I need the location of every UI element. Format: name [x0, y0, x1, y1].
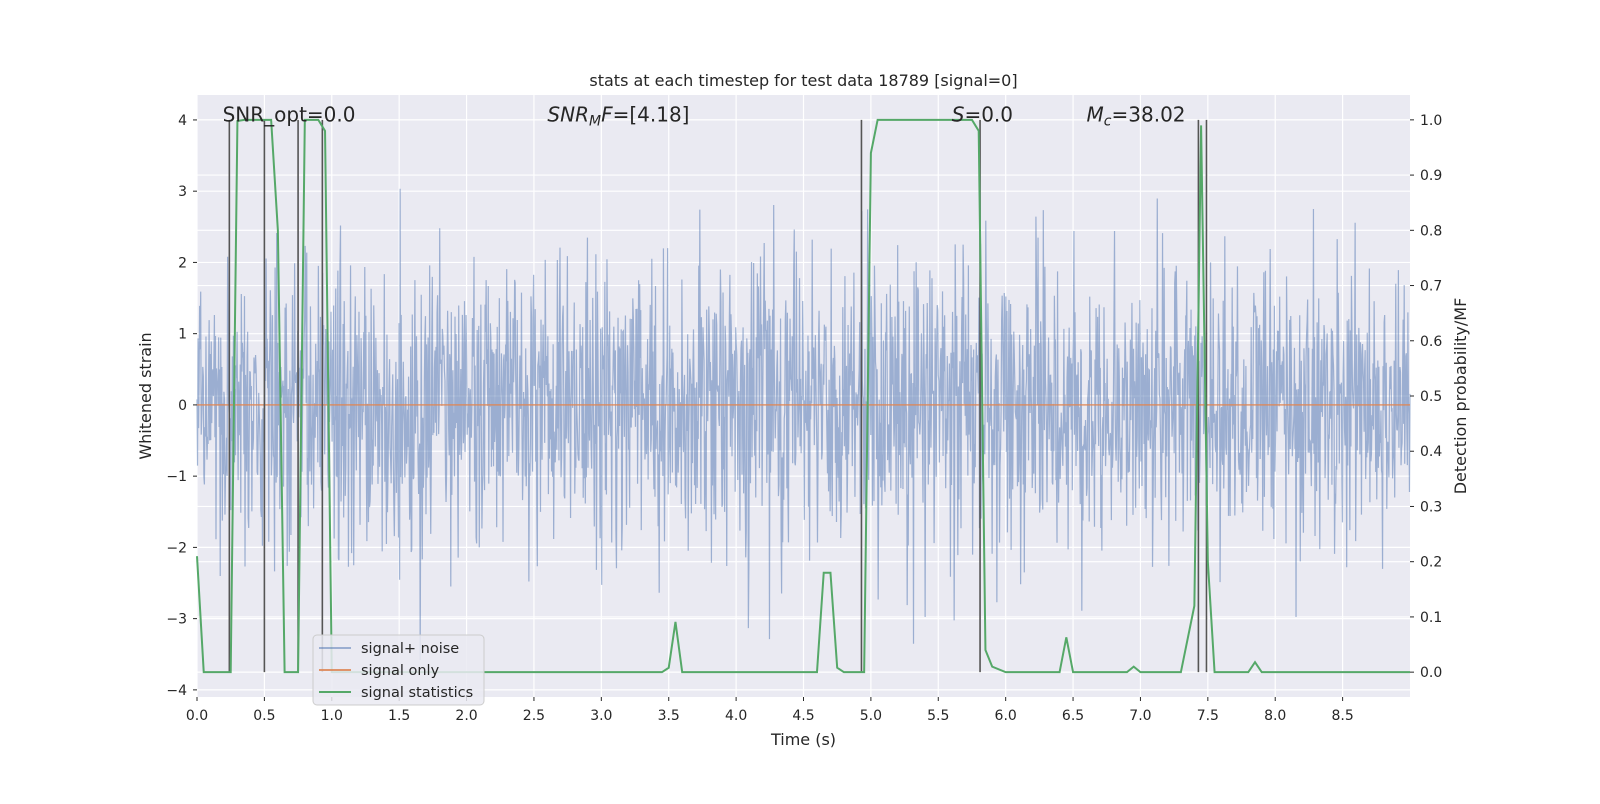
y-right-tick-label: 0.9	[1420, 168, 1442, 184]
series-signal-statistics	[196, 118, 1410, 674]
annotation-snr-opt: SNR_opt=0.0	[223, 102, 356, 126]
x-tick-label: 0.5	[253, 708, 275, 724]
annotation-snr-mf: SNRMF=[4.18]	[547, 102, 689, 129]
x-tick-label: 6.5	[1062, 708, 1084, 724]
y-left-tick-label: −1	[166, 469, 187, 485]
x-tick-label: 5.0	[860, 708, 882, 724]
y-left-tick-label: −3	[166, 612, 187, 628]
x-tick-label: 2.0	[455, 708, 477, 724]
annotations: SNR_opt=0.0 SNRMF=[4.18] S=0.0 Mc=38.02	[223, 102, 1186, 129]
x-tick-label: 7.0	[1129, 708, 1151, 724]
x-tick-label: 3.0	[590, 708, 612, 724]
y-right-tick-label: 1.0	[1420, 113, 1442, 129]
y-right-tick-label: 0.8	[1420, 223, 1442, 239]
legend: signal+ noise signal only signal statistic…	[312, 634, 485, 706]
x-tick-label: 5.5	[927, 708, 949, 724]
x-tick-label: 4.5	[792, 708, 814, 724]
x-tick-label: 1.0	[321, 708, 343, 724]
y-left-tick-label: 0	[178, 398, 187, 414]
x-tick-label: 6.0	[995, 708, 1017, 724]
chart-title: stats at each timestep for test data 187…	[589, 71, 1017, 90]
y-right-tick-label: 0.5	[1420, 389, 1442, 405]
y-right-tick-label: 0.0	[1420, 665, 1442, 681]
x-tick-label: 2.5	[523, 708, 545, 724]
x-tick-label: 0.0	[186, 708, 208, 724]
y-right-tick-label: 0.2	[1420, 555, 1442, 571]
x-axis-label: Time (s)	[770, 730, 836, 749]
x-tick-label: 3.5	[658, 708, 680, 724]
y-left-tick-label: 2	[178, 255, 187, 271]
y-right-tick-label: 0.7	[1420, 279, 1442, 295]
x-tick-label: 7.5	[1197, 708, 1219, 724]
y-axis-left-label: Whitened strain	[136, 332, 155, 459]
y-left-tick-label: 3	[178, 184, 187, 200]
legend-entry: signal statistics	[361, 685, 473, 701]
y-right-tick-label: 0.1	[1420, 610, 1442, 626]
annotation-mc: Mc=38.02	[1087, 102, 1186, 129]
x-tick-label: 4.0	[725, 708, 747, 724]
series-signal-plus-noise	[196, 188, 1411, 660]
y-left-tick-label: −4	[166, 683, 187, 699]
y-right-tick-label: 0.4	[1420, 444, 1442, 460]
y-right-tick-label: 0.6	[1420, 334, 1442, 350]
y-right-tick-label: 0.3	[1420, 499, 1442, 515]
x-tick-label: 8.5	[1331, 708, 1353, 724]
legend-box	[312, 634, 485, 706]
y-axis-right-label: Detection probability/MF	[1451, 298, 1470, 495]
x-tick-label: 8.0	[1264, 708, 1286, 724]
y-left-tick-label: 1	[178, 327, 187, 343]
annotation-s: S=0.0	[952, 102, 1013, 126]
y-left-tick-label: −2	[166, 540, 187, 556]
signal-plus-noise-line	[196, 188, 1411, 660]
y-left-tick-label: 4	[178, 113, 187, 129]
axis-ticks: 0.0 0.5 1.0 1.5 2.0 2.5 3.0 3.5 4.0 4.5 5.0 5.5 6.0 6…	[166, 113, 1442, 724]
signal-statistics-line	[196, 118, 1410, 674]
legend-entry: signal+ noise	[361, 641, 459, 657]
legend-entry: signal only	[361, 663, 440, 679]
detection-vertical-lines	[228, 119, 1208, 673]
x-tick-label: 1.5	[388, 708, 410, 724]
